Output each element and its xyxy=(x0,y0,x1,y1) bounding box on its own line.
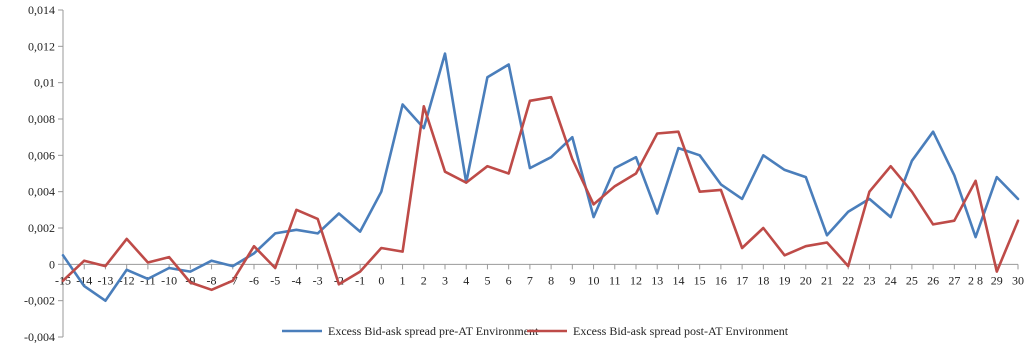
x-tick-label: 3 xyxy=(442,273,448,287)
series-layer xyxy=(61,52,1020,303)
x-tick-label: -10 xyxy=(161,273,177,287)
x-tick-label: 11 xyxy=(609,273,621,287)
x-tick-label: 8 xyxy=(548,273,554,287)
x-tick-label: 24 xyxy=(885,273,897,287)
x-tick-label: 22 xyxy=(842,273,854,287)
x-tick-label: 9 xyxy=(569,273,575,287)
x-tick-label: 21 xyxy=(821,273,833,287)
x-tick-label: -1 xyxy=(355,273,365,287)
y-tick-label: 0,004 xyxy=(28,185,55,199)
y-tick-label: 0,002 xyxy=(28,221,55,235)
x-tick-label: 2 8 xyxy=(968,273,983,287)
x-tick-label: -9 xyxy=(185,273,195,287)
x-tick-label: 7 xyxy=(527,273,533,287)
legend: Excess Bid-ask spread pre-AT Environment… xyxy=(282,324,789,338)
legend-label: Excess Bid-ask spread post-AT Environmen… xyxy=(573,324,789,338)
x-tick-label: 20 xyxy=(800,273,812,287)
x-tick-label: 29 xyxy=(991,273,1003,287)
y-tick-label: 0,008 xyxy=(28,112,55,126)
y-tick-label: 0 xyxy=(49,257,55,271)
x-tick-label: 25 xyxy=(906,273,918,287)
x-tick-label: 5 xyxy=(484,273,490,287)
x-tick-label: -4 xyxy=(291,273,301,287)
x-tick-label: -3 xyxy=(313,273,323,287)
x-tick-label: 12 xyxy=(630,273,642,287)
x-tick-label: 26 xyxy=(927,273,939,287)
series-line-post-at xyxy=(61,95,1020,292)
x-tick-label: -12 xyxy=(119,273,135,287)
x-tick-label: 27 xyxy=(948,273,960,287)
x-tick-label: 0 xyxy=(378,273,384,287)
y-tick-label: -0,002 xyxy=(24,294,55,308)
x-tick-label: 30 xyxy=(1012,273,1024,287)
y-tick-label: 0,012 xyxy=(28,39,55,53)
x-tick-label: -14 xyxy=(76,273,92,287)
series-line-pre-at xyxy=(61,52,1020,303)
x-tick-label: 16 xyxy=(715,273,727,287)
x-tick-label: 19 xyxy=(779,273,791,287)
x-tick-label: 15 xyxy=(694,273,706,287)
x-tick-label: 1 xyxy=(400,273,406,287)
x-tick-label: 13 xyxy=(651,273,663,287)
y-tick-label: 0,014 xyxy=(28,3,55,17)
x-tick-label: 23 xyxy=(863,273,875,287)
x-tick-label: 4 xyxy=(463,273,469,287)
y-axis: -0,004 -0,002 0 0,002 0,004 0,006 0,008 0,01 0,0… xyxy=(24,3,64,344)
x-tick-label: 18 xyxy=(757,273,769,287)
x-tick-label: -5 xyxy=(270,273,280,287)
y-tick-label: 0,006 xyxy=(28,148,55,162)
x-tick-label: 14 xyxy=(672,273,684,287)
x-tick-label: -13 xyxy=(97,273,113,287)
x-tick-label: -6 xyxy=(249,273,259,287)
x-tick-label: -8 xyxy=(207,273,217,287)
x-tick-label: 2 xyxy=(421,273,427,287)
x-tick-label: 17 xyxy=(736,273,748,287)
x-tick-label: 10 xyxy=(588,273,600,287)
y-tick-label: 0,01 xyxy=(34,76,55,90)
legend-label: Excess Bid-ask spread pre-AT Environment xyxy=(328,324,539,338)
x-tick-label: 6 xyxy=(506,273,512,287)
y-tick-label: -0,004 xyxy=(24,330,55,344)
